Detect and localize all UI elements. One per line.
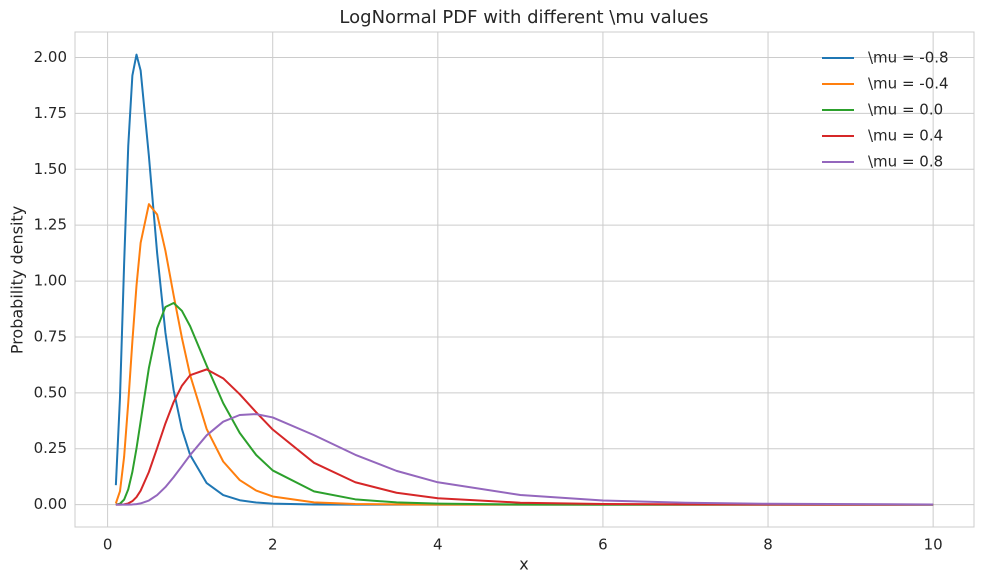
plot-frame xyxy=(74,31,975,528)
y-tick-label: 0.25 xyxy=(34,439,67,457)
y-tick-label: 0.50 xyxy=(34,383,67,401)
y-tick-label: 1.50 xyxy=(34,160,67,178)
y-tick-label: 1.00 xyxy=(34,272,67,290)
y-axis-label: Probability density xyxy=(8,206,27,354)
x-tick-label: 2 xyxy=(268,536,278,554)
x-tick-label: 8 xyxy=(763,536,773,554)
y-tick-label: 2.00 xyxy=(34,48,67,66)
legend-label: \mu = 0.4 xyxy=(868,127,943,145)
chart-title: LogNormal PDF with different \mu values xyxy=(339,7,708,28)
line-series xyxy=(115,301,934,506)
y-tick-label: 0.75 xyxy=(34,327,67,345)
x-tick-label: 4 xyxy=(433,536,443,554)
x-tick-label: 0 xyxy=(103,536,113,554)
line-series xyxy=(114,203,934,506)
y-tick-label: 1.75 xyxy=(34,104,67,122)
x-tick-label: 6 xyxy=(598,536,608,554)
x-tick-label: 10 xyxy=(924,536,943,554)
legend-label: \mu = 0.8 xyxy=(868,153,943,171)
legend-label: \mu = 0.0 xyxy=(868,101,943,119)
line-series xyxy=(114,53,934,506)
y-tick-label: 1.25 xyxy=(34,216,67,234)
y-tick-label: 0.00 xyxy=(34,495,67,513)
line-series xyxy=(115,368,934,506)
legend-label: \mu = -0.8 xyxy=(868,49,949,67)
line-series xyxy=(115,413,934,506)
legend-label: \mu = -0.4 xyxy=(868,75,949,93)
x-axis-label: x xyxy=(519,555,528,574)
